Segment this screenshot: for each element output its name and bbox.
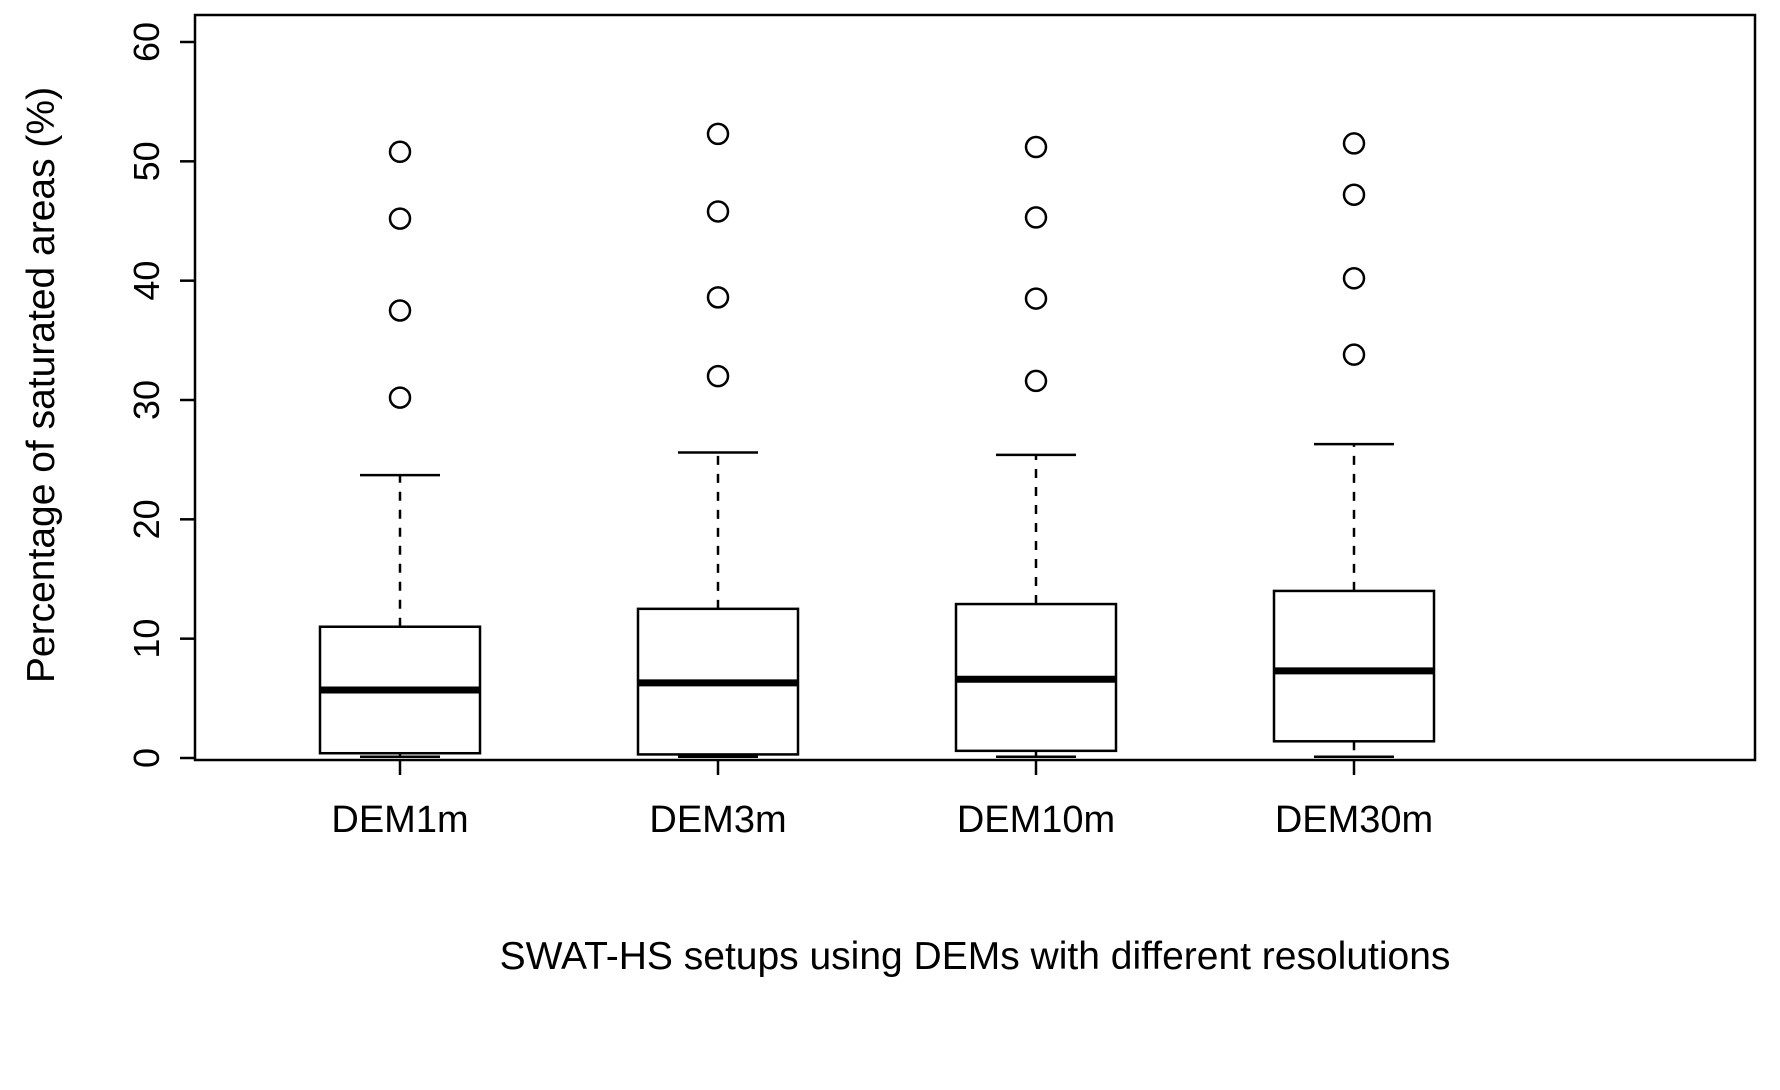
outlier-point bbox=[1342, 132, 1366, 155]
outlier-point bbox=[1024, 369, 1048, 393]
outlier-point bbox=[1024, 206, 1048, 229]
outlier-point bbox=[388, 207, 412, 230]
y-tick-label: 30 bbox=[126, 380, 167, 420]
iqr-box bbox=[1272, 589, 1436, 743]
box-group-dem1m bbox=[318, 140, 482, 759]
outlier-point bbox=[388, 386, 412, 409]
box-group-dem30m bbox=[1272, 132, 1436, 759]
outlier-point bbox=[1024, 135, 1048, 159]
outlier-point bbox=[706, 286, 730, 309]
outlier-point bbox=[1342, 267, 1366, 290]
plot-border bbox=[193, 13, 1757, 762]
outlier-point bbox=[1342, 343, 1366, 366]
outlier-point bbox=[1342, 183, 1366, 206]
outlier-point bbox=[706, 364, 730, 388]
y-tick-label: 20 bbox=[126, 499, 167, 539]
box-group-dem10m bbox=[954, 135, 1118, 759]
y-tick-label: 40 bbox=[126, 261, 167, 301]
outlier-point bbox=[706, 200, 730, 223]
box-group-dem3m bbox=[636, 122, 800, 759]
x-tick-label: DEM10m bbox=[957, 799, 1115, 841]
x-tick-label: DEM1m bbox=[331, 799, 468, 841]
outlier-point bbox=[388, 140, 412, 164]
x-tick-label: DEM3m bbox=[649, 799, 786, 841]
outlier-point bbox=[1024, 287, 1048, 310]
y-tick-label: 60 bbox=[126, 22, 167, 62]
y-tick-label: 0 bbox=[126, 748, 167, 768]
outlier-point bbox=[388, 299, 412, 322]
y-axis-title: Percentage of saturated areas (%) bbox=[20, 86, 63, 684]
x-tick-label: DEM30m bbox=[1275, 799, 1433, 841]
y-tick-label: 50 bbox=[126, 141, 167, 181]
x-axis-title: SWAT-HS setups using DEMs with different… bbox=[499, 935, 1451, 978]
outlier-point bbox=[706, 122, 730, 146]
y-tick-label: 10 bbox=[126, 619, 167, 659]
